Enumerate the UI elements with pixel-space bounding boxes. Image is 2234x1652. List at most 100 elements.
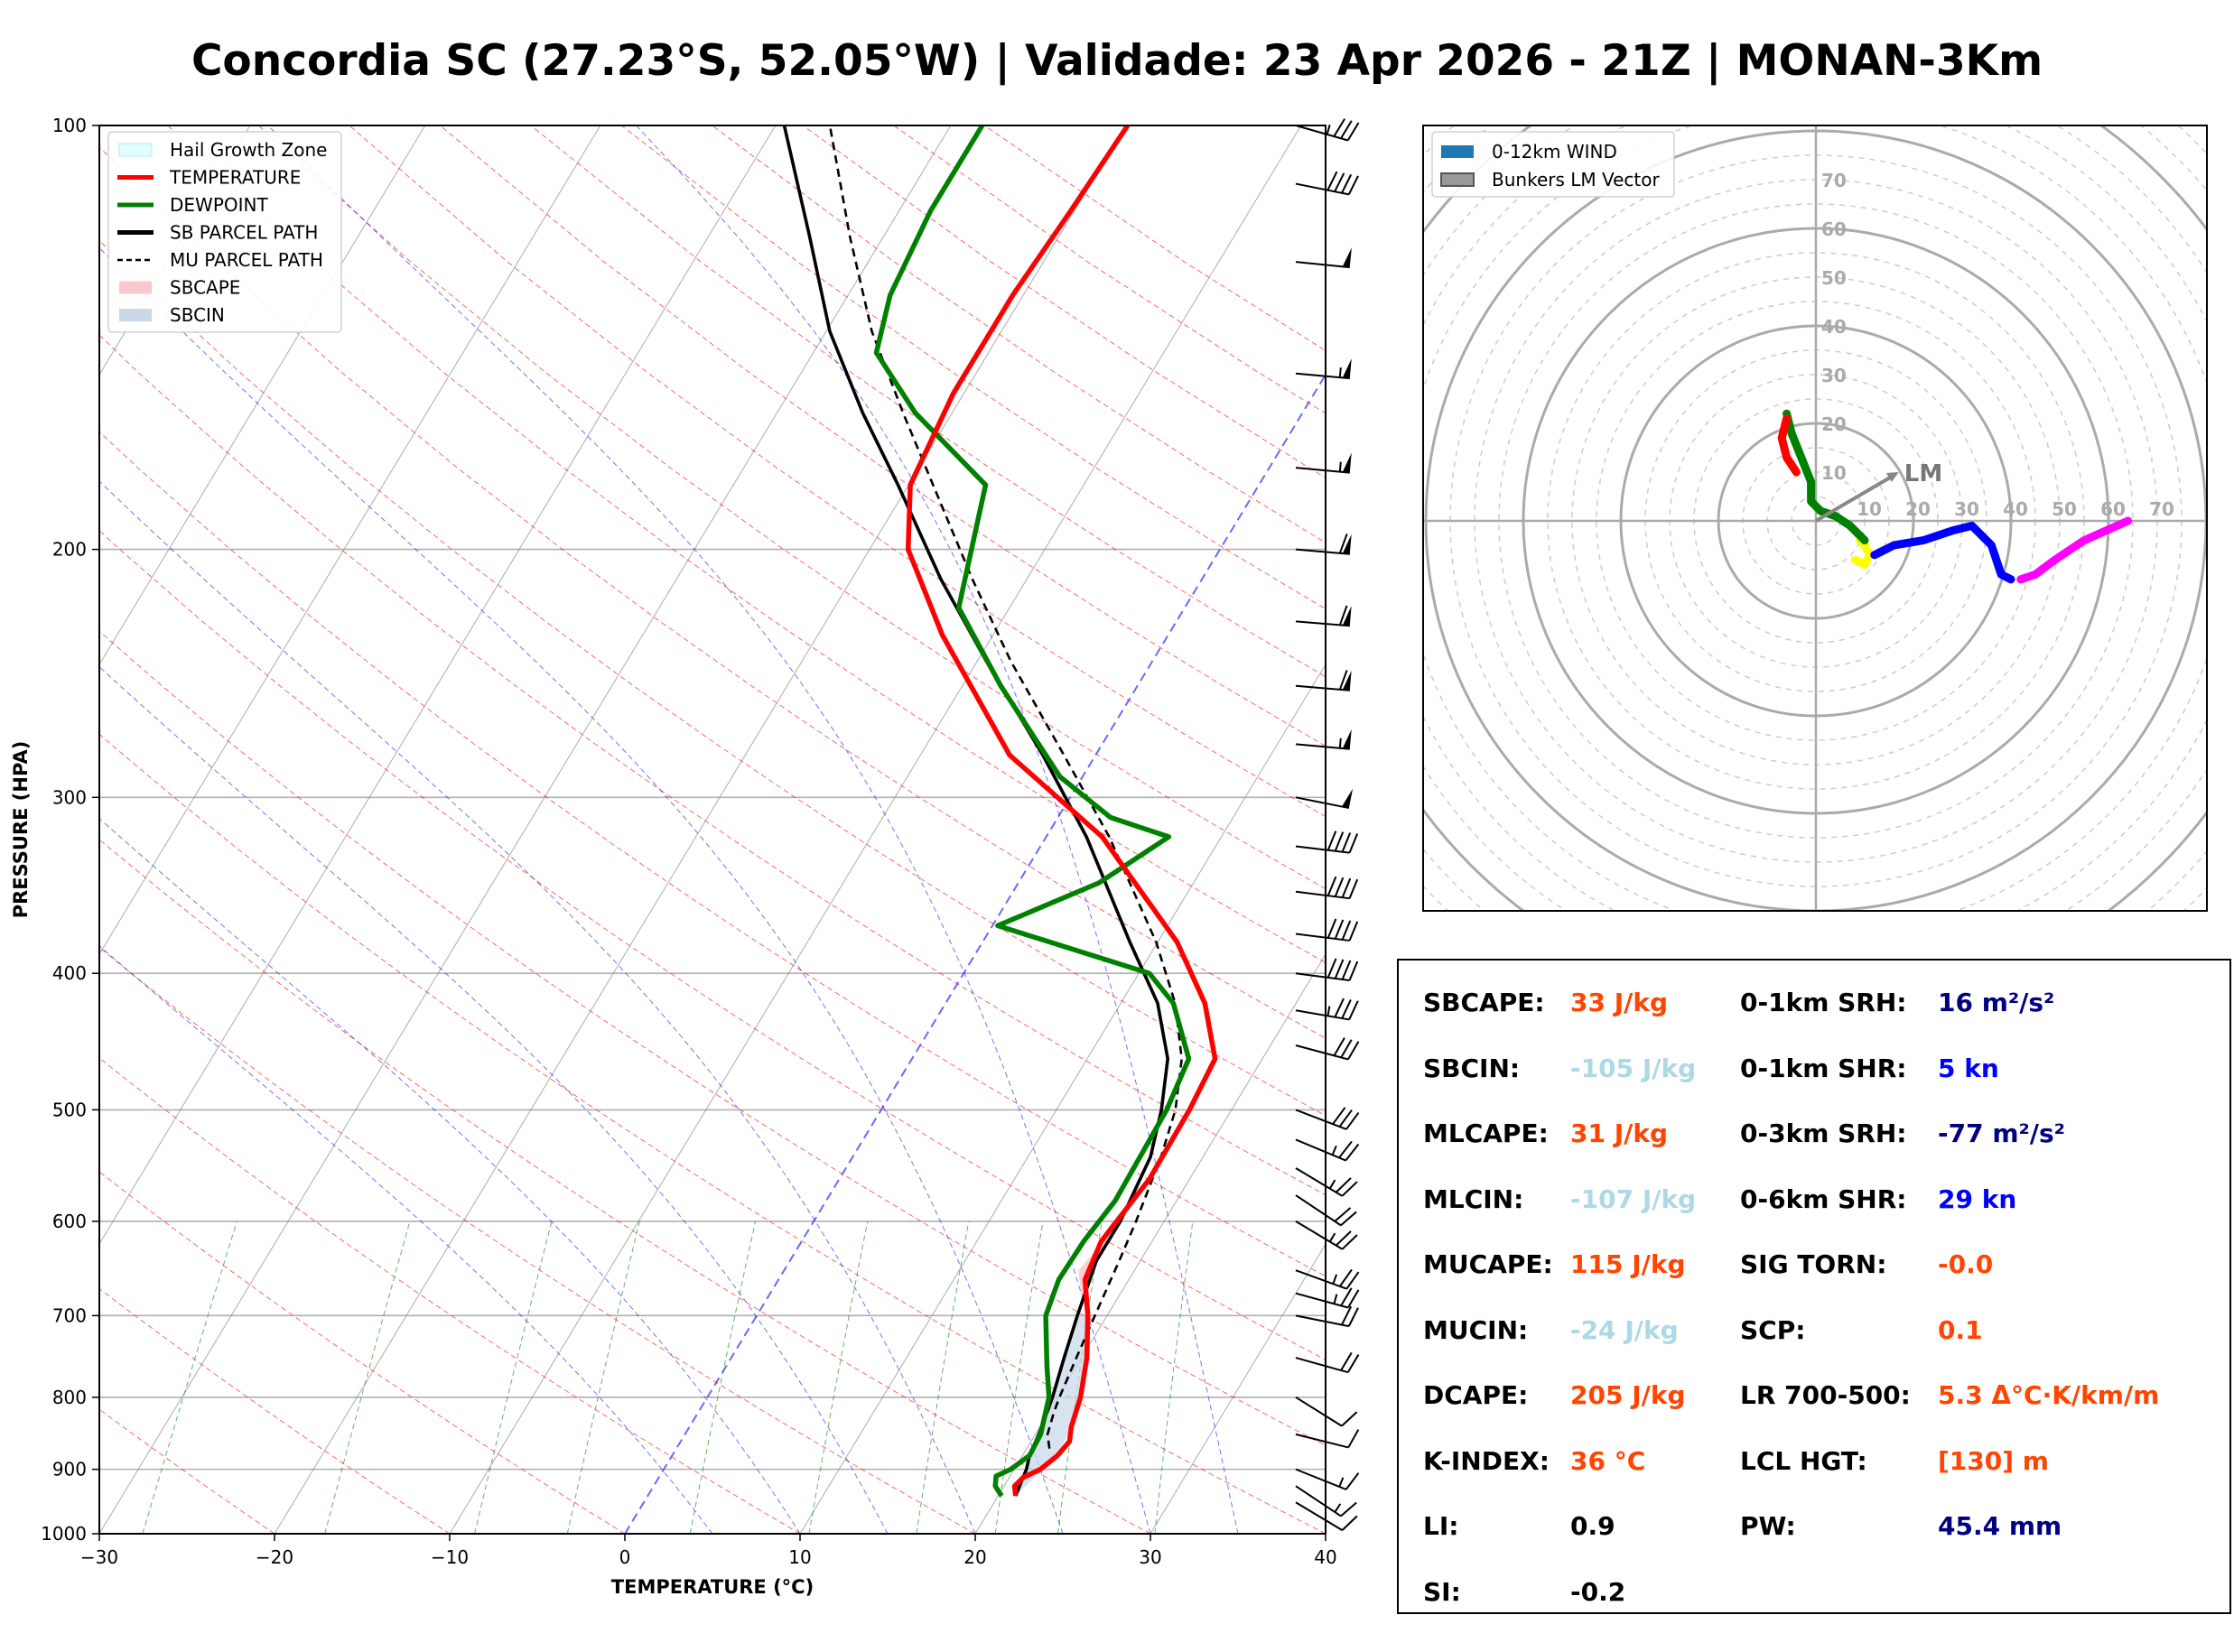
y-tick-label: 1000 <box>41 1523 87 1545</box>
index-label: SI: <box>1423 1576 1461 1607</box>
index-label: 0-6km SHR: <box>1740 1183 1907 1214</box>
ring-label-y: 20 <box>1821 413 1847 435</box>
wind-barb-staff <box>1295 743 1350 750</box>
skewt-plot: −30 −20 −10 0 10 20 30 40 1000 900 800 700 600 500 400… <box>10 115 1360 1598</box>
wind-barb-flag <box>1342 452 1352 473</box>
wind-barb <box>1295 1351 1360 1374</box>
moist-adiabat-line <box>99 666 889 1534</box>
wind-barb-full <box>1340 120 1353 139</box>
wind-barb-flag <box>1342 358 1352 379</box>
mixing-ratio-line <box>916 1220 970 1534</box>
mixing-ratio-line <box>142 1220 237 1534</box>
wind-barb-staff <box>1295 1433 1349 1449</box>
wind-barb-staff <box>1295 890 1350 900</box>
wind-barb-full <box>1332 1107 1346 1125</box>
wind-barb-half <box>1328 1179 1336 1190</box>
wind-barb-full <box>1333 1037 1345 1056</box>
hodograph-segment <box>2016 516 2133 584</box>
hodograph-segment <box>1783 409 1869 545</box>
x-axis-label: TEMPERATURE (°C) <box>611 1576 814 1598</box>
index-value: -0.2 <box>1570 1576 1626 1607</box>
wind-barb <box>1295 1268 1360 1290</box>
wind-barb-full <box>1341 173 1353 194</box>
skewt-clip-group <box>99 125 1326 1534</box>
skewt-legend-box <box>107 131 342 333</box>
wind-barb <box>1295 1468 1360 1490</box>
dry-adiabat-line <box>99 630 1326 1446</box>
mixing-ratio-line <box>689 1220 757 1534</box>
wind-barb-full <box>1341 1411 1358 1427</box>
dry-adiabat-line <box>99 946 976 1534</box>
index-value: -105 J/kg <box>1570 1053 1697 1083</box>
wind-barb-full <box>1340 1211 1357 1227</box>
wind-barb-staff <box>1295 1396 1343 1427</box>
lm-arrowhead <box>1885 472 1899 482</box>
wind-barb <box>1295 247 1352 269</box>
wind-barb-full <box>1347 1307 1359 1327</box>
wind-barb-full <box>1340 1351 1353 1371</box>
x-tick-label: 40 <box>1314 1546 1336 1568</box>
sb-parcel-path <box>782 125 1170 1497</box>
index-value: 115 J/kg <box>1570 1249 1686 1279</box>
wind-barb-full <box>1348 833 1359 854</box>
dry-adiabat-line <box>99 1171 626 1534</box>
y-tick-label: 700 <box>52 1304 87 1326</box>
legend-swatch <box>118 143 153 157</box>
index-label: SBCAPE: <box>1423 988 1545 1017</box>
wind-barb-full <box>1345 1143 1360 1162</box>
y-tick-label: 200 <box>52 539 87 561</box>
wind-barb <box>1295 1501 1358 1531</box>
isotherm-line <box>449 125 1302 1534</box>
legend-label: SB PARCEL PATH <box>170 222 318 244</box>
index-value: -24 J/kg <box>1570 1314 1679 1345</box>
wind-barb <box>1295 1485 1357 1517</box>
wind-barb-full <box>1326 831 1337 851</box>
isotherm-line <box>1150 1242 1326 1534</box>
wind-barb-full <box>1345 1472 1360 1490</box>
dry-adiabat-line <box>99 733 1326 1534</box>
index-label: MUCIN: <box>1423 1314 1529 1345</box>
index-label: DCAPE: <box>1423 1380 1529 1410</box>
wind-barb-full <box>1341 877 1352 898</box>
moist-adiabat-line <box>99 246 1064 1534</box>
wind-barb-staff <box>1295 1485 1342 1517</box>
y-tick-label: 800 <box>52 1387 87 1408</box>
wind-barb <box>1295 452 1352 474</box>
wind-barb-staff <box>1295 1109 1347 1130</box>
wind-barb <box>1295 1037 1360 1061</box>
index-value: 205 J/kg <box>1570 1380 1686 1410</box>
wind-barb <box>1295 918 1359 942</box>
wind-barb-half <box>1338 461 1342 472</box>
wind-barb-staff <box>1295 1501 1343 1531</box>
wind-barb-full <box>1348 921 1359 942</box>
dry-adiabat-line <box>99 529 1326 1360</box>
wind-barb <box>1295 831 1359 854</box>
wind-barb-full <box>1334 998 1345 1018</box>
lm-vector <box>1814 475 1893 523</box>
wind-barb-half <box>1326 1006 1331 1016</box>
wind-barb-full <box>1334 919 1345 940</box>
wind-barb-full <box>1341 920 1352 941</box>
y-tick-label: 900 <box>52 1459 87 1480</box>
ring-label-x: 40 <box>2003 498 2028 520</box>
wind-barb-staff <box>1295 1314 1350 1328</box>
moist-adiabat-line <box>99 480 976 1534</box>
wind-barb-full <box>1338 670 1348 691</box>
ring-label-y: 30 <box>1821 365 1847 386</box>
wind-barb-full <box>1341 1181 1358 1197</box>
hodograph-plot: 10 10 20 20 30 30 40 40 50 50 60 60 70 70 LM 0-12km WIN… <box>1422 125 2208 912</box>
wind-barb-full <box>1346 1354 1360 1373</box>
x-tick-label: 20 <box>963 1546 986 1568</box>
index-value: -77 m²/s² <box>1938 1118 2065 1148</box>
wind-barb-staff <box>1295 1044 1349 1061</box>
index-label: 0-1km SHR: <box>1740 1053 1907 1083</box>
wind-barb-full <box>1345 1271 1360 1290</box>
ring-label-x: 20 <box>1905 498 1931 520</box>
isotherm-line <box>99 125 251 376</box>
legend-label: DEWPOINT <box>170 194 268 216</box>
index-value: 0.9 <box>1570 1511 1615 1541</box>
index-value: 29 kn <box>1938 1183 2017 1214</box>
ring-label-x: 10 <box>1857 498 1882 520</box>
temperature-line <box>905 125 1218 1497</box>
wind-barb <box>1295 1167 1358 1197</box>
